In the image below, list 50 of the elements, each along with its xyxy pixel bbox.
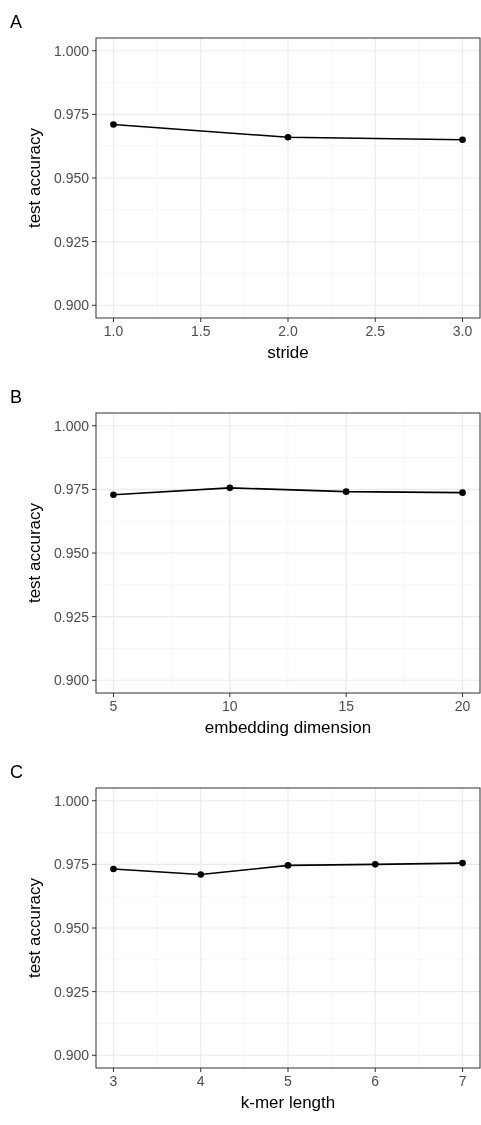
point bbox=[110, 865, 117, 873]
point bbox=[459, 859, 466, 867]
x-tick-label: 10 bbox=[222, 698, 238, 714]
x-tick-label: 1.0 bbox=[103, 323, 124, 339]
point bbox=[197, 871, 205, 878]
point bbox=[371, 861, 379, 868]
x-tick-label: 2.5 bbox=[365, 323, 386, 339]
x-axis-title: embedding dimension bbox=[204, 718, 372, 737]
y-tick-label: 0.900 bbox=[53, 672, 90, 689]
x-tick-label: 3 bbox=[109, 1073, 118, 1089]
y-tick-label: 0.900 bbox=[53, 297, 90, 314]
y-tick-label: 0.975 bbox=[53, 481, 90, 498]
x-tick-label: 3.0 bbox=[452, 323, 473, 339]
y-axis-title: test accuracy bbox=[25, 127, 44, 229]
y-tick-label: 0.925 bbox=[53, 233, 90, 250]
x-tick-label: 4 bbox=[196, 1073, 205, 1089]
point bbox=[342, 488, 350, 495]
point bbox=[459, 489, 466, 496]
y-tick-label: 1.000 bbox=[53, 417, 90, 434]
x-tick-label: 15 bbox=[338, 698, 355, 714]
x-tick-label: 5 bbox=[284, 1073, 293, 1089]
y-tick-label: 0.950 bbox=[53, 170, 90, 186]
y-tick-label: 1.000 bbox=[53, 42, 90, 59]
y-axis-title: test accuracy bbox=[25, 877, 44, 979]
y-tick-label: 0.925 bbox=[53, 983, 90, 1000]
point bbox=[226, 484, 234, 492]
y-tick-label: 1.000 bbox=[53, 792, 90, 809]
y-axis-title: test accuracy bbox=[25, 502, 44, 604]
chart-title: C bbox=[10, 762, 23, 782]
y-tick-label: 0.975 bbox=[53, 856, 90, 873]
chart-title: B bbox=[10, 387, 23, 407]
x-tick-label: 1.5 bbox=[190, 323, 211, 339]
x-tick-label: 5 bbox=[109, 698, 118, 714]
point bbox=[110, 121, 117, 128]
x-tick-label: 6 bbox=[371, 1073, 380, 1089]
y-tick-label: 0.900 bbox=[53, 1047, 90, 1064]
x-axis-title: stride bbox=[267, 343, 309, 362]
x-axis-title: k-mer length bbox=[240, 1093, 336, 1112]
point bbox=[284, 862, 292, 869]
x-tick-label: 20 bbox=[454, 698, 471, 714]
y-tick-label: 0.950 bbox=[53, 545, 90, 561]
y-tick-label: 0.925 bbox=[53, 608, 90, 625]
x-tick-label: 2.0 bbox=[278, 323, 298, 339]
chart-title: A bbox=[10, 12, 23, 32]
point bbox=[110, 491, 117, 499]
y-tick-label: 0.950 bbox=[53, 920, 90, 936]
point bbox=[284, 133, 292, 141]
x-tick-label: 7 bbox=[458, 1073, 467, 1089]
point bbox=[459, 136, 466, 144]
y-tick-label: 0.975 bbox=[53, 106, 90, 123]
